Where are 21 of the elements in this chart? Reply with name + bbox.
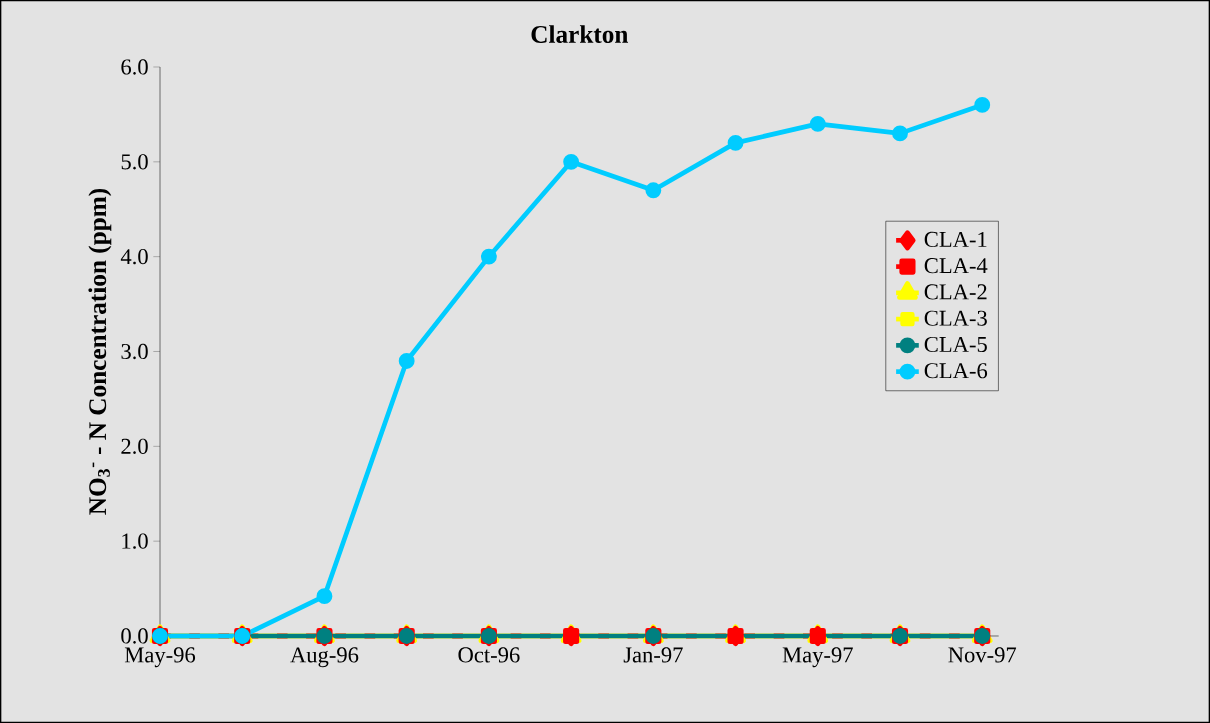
y-tick-label: 0.0	[121, 628, 148, 644]
legend-label: CLA-6	[924, 363, 988, 379]
x-tick-label: May-96	[124, 647, 196, 668]
legend-label: CLA-3	[924, 310, 987, 326]
legend-label: CLA-5	[924, 336, 987, 353]
legend-label: CLA-2	[924, 284, 987, 300]
chart-title: Clarkton	[531, 25, 629, 43]
x-tick-label: Aug-96	[290, 647, 359, 668]
x-tick-label: Jan-97	[623, 647, 683, 663]
y-tick-label: 1.0	[122, 533, 148, 549]
y-tick-label: 6.0	[121, 59, 148, 75]
y-tick-label: 3.0	[121, 343, 148, 360]
x-tick-label: May-97	[782, 647, 853, 668]
legend-label: CLA-1	[924, 231, 987, 248]
legend-label: CLA-4	[924, 258, 988, 274]
y-tick-label: 5.0	[121, 154, 148, 170]
y-tick-label: 2.0	[121, 438, 148, 454]
y-axis-title: NO$_{3}$$^{-}$ - N Concentration (ppm)	[88, 188, 112, 515]
x-tick-label: Nov-97	[948, 647, 1017, 663]
x-tick-label: Oct-96	[458, 647, 520, 663]
y-tick-label: 4.0	[120, 248, 148, 265]
